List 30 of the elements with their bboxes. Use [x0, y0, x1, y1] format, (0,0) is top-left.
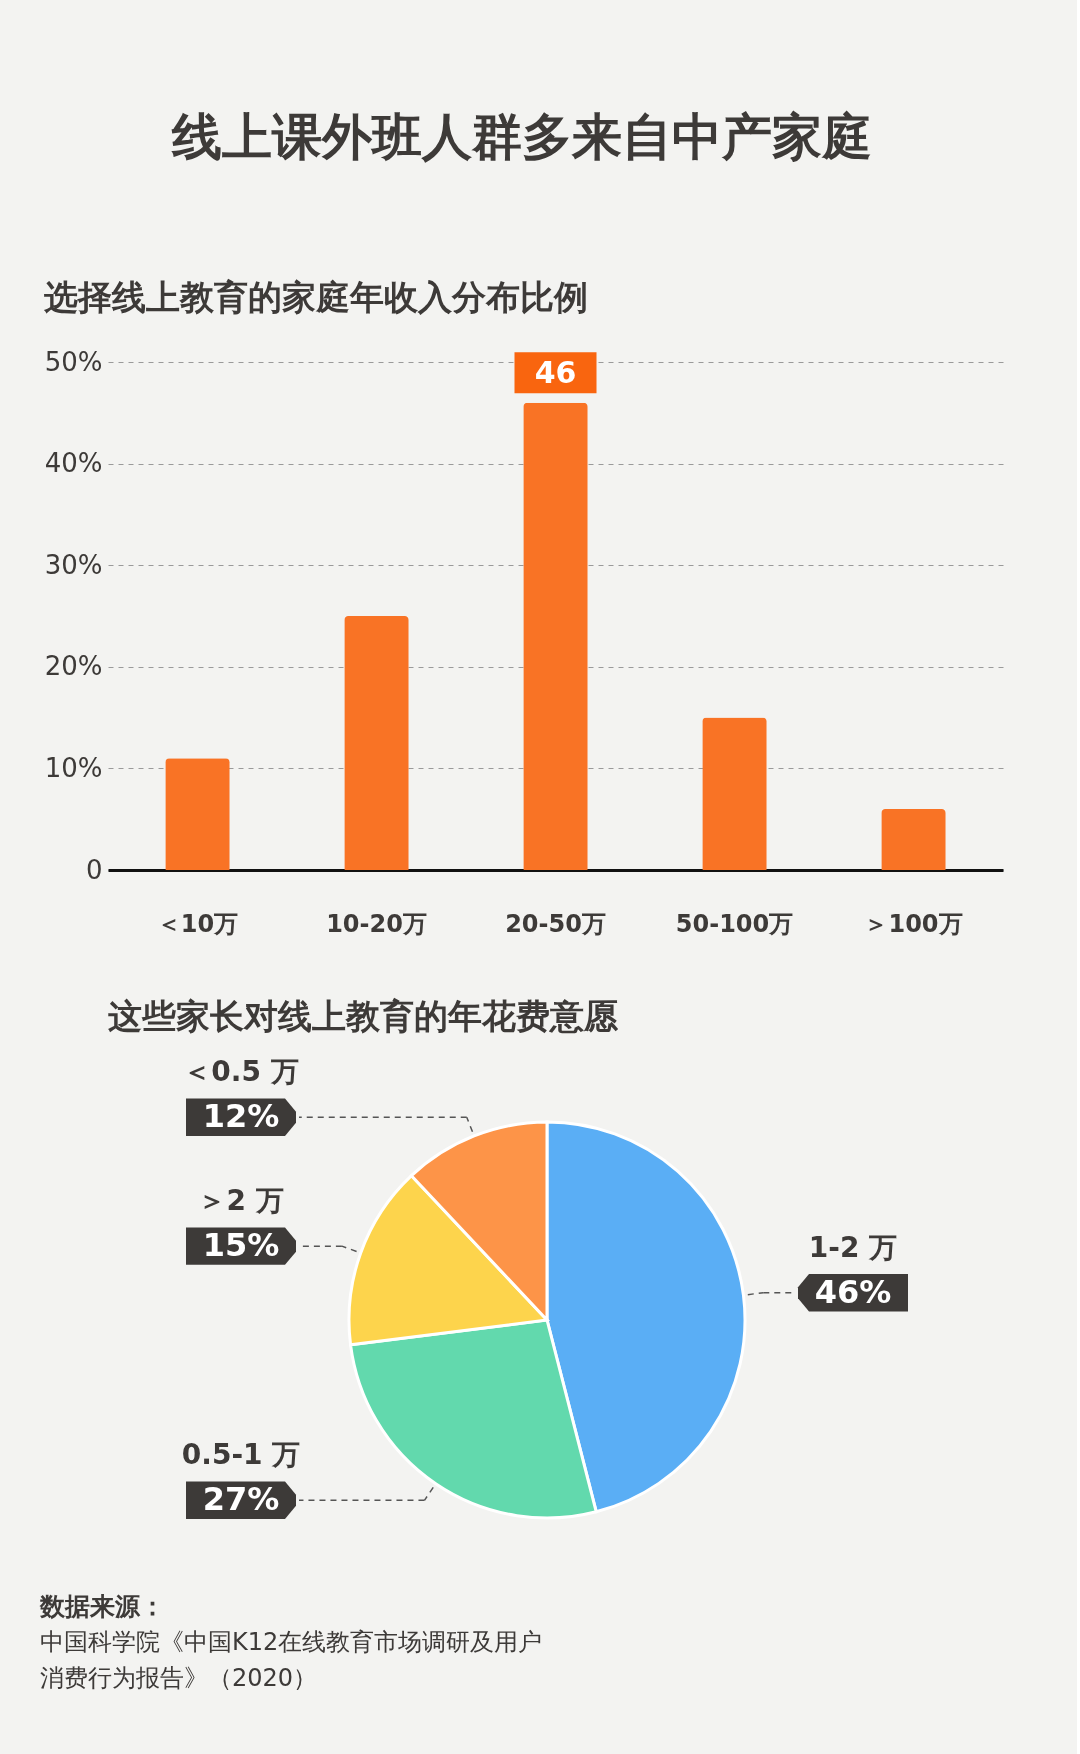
- x-tick-label: ＜10万: [156, 909, 239, 938]
- source-note: 数据来源：: [39, 1592, 165, 1621]
- data-label: 46: [534, 354, 577, 390]
- slice-label: 1-2 万: [808, 1230, 898, 1264]
- bar: [702, 717, 767, 870]
- bar: [881, 809, 946, 870]
- chart-title: 线上课外班人群多来自中产家庭: [170, 108, 872, 166]
- bar: [344, 616, 409, 870]
- text: 中国科学院《中国K12在线教育市场调研及用户消费行为报告》（2020）: [40, 1628, 543, 1692]
- data-label: 15%: [202, 1226, 280, 1265]
- y-tick-label: 30%: [44, 549, 103, 580]
- y-tick-label: 40%: [44, 448, 103, 479]
- x-tick-label: 50-100万: [675, 909, 794, 938]
- bar: [523, 402, 588, 870]
- x-tick-label: ＞100万: [864, 909, 963, 938]
- y-tick-label: 20%: [44, 651, 103, 682]
- y-tick-label: 50%: [44, 346, 103, 377]
- y-tick-label: 0: [85, 854, 103, 885]
- slice-label: ＜0.5 万: [183, 1055, 299, 1089]
- data-label: 46%: [814, 1272, 892, 1311]
- bar: [165, 758, 230, 870]
- data-label: 27%: [202, 1480, 280, 1519]
- chart-subtitle: 选择线上教育的家庭年收入分布比例: [43, 277, 589, 317]
- slice-label: 0.5-1 万: [181, 1438, 301, 1472]
- y-tick-label: 10%: [44, 752, 103, 783]
- x-tick-label: 10-20万: [326, 909, 427, 938]
- data-label: 12%: [202, 1097, 280, 1136]
- slice-label: ＞2 万: [198, 1184, 284, 1218]
- chart-title: 这些家长对线上教育的年花费意愿: [108, 996, 619, 1037]
- x-tick-label: 20-50万: [505, 909, 606, 938]
